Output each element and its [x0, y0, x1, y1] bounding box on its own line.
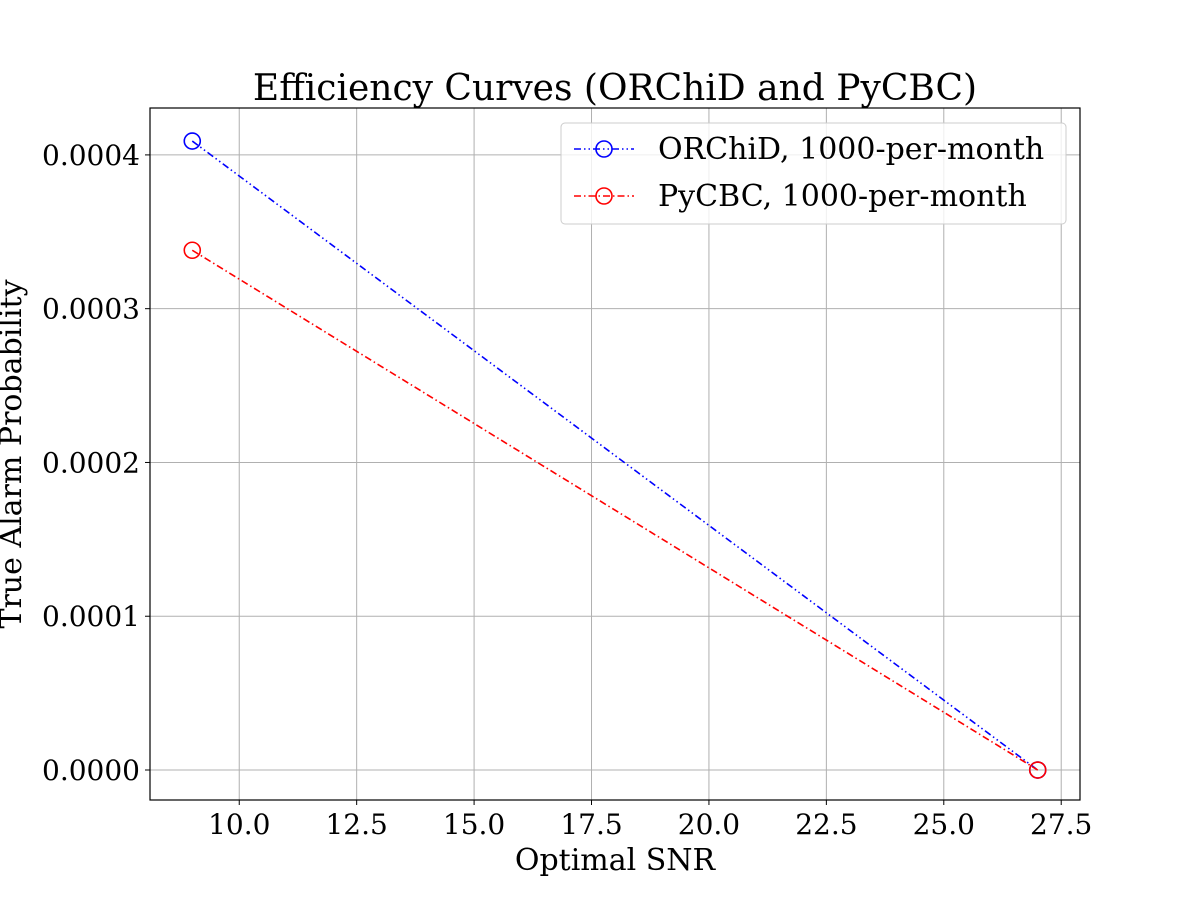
- x-tick-label: 20.0: [678, 808, 740, 841]
- x-tick-label: 27.5: [1030, 808, 1092, 841]
- series-pycbc: [183, 241, 1047, 779]
- series-layer: [183, 132, 1047, 779]
- data-point: [183, 241, 202, 260]
- legend-label: PyCBC, 1000-per-month: [658, 179, 1027, 214]
- y-tick-label: 0.0001: [42, 600, 140, 633]
- legend-entry: PyCBC, 1000-per-month: [574, 179, 1027, 214]
- x-tick-label: 25.0: [913, 808, 975, 841]
- y-axis-label: True Alarm Probability: [0, 279, 29, 628]
- series-line: [191, 249, 1039, 771]
- data-point: [1028, 761, 1047, 779]
- legend-box: [560, 122, 1067, 225]
- legend-entries: ORChiD, 1000-per-month PyCBC, 1000-per-mo…: [574, 132, 1044, 214]
- data-point: [183, 132, 202, 150]
- legend-entry: ORChiD, 1000-per-month: [574, 132, 1044, 167]
- x-tick-label: 22.5: [795, 808, 857, 841]
- legend: ORChiD, 1000-per-month PyCBC, 1000-per-mo…: [560, 122, 1067, 225]
- x-tick-label: 17.5: [560, 808, 622, 841]
- legend-marker: [595, 187, 613, 205]
- legend-label: ORChiD, 1000-per-month: [658, 132, 1044, 167]
- plot-area-frame: [149, 107, 1081, 801]
- series-line: [191, 140, 1039, 771]
- y-tick-label: 0.0002: [42, 446, 140, 479]
- y-tick-label: 0.0003: [42, 293, 140, 326]
- x-axis-ticks: 10.0 12.5 15.0 17.5 20.0 22.5 25.0 27.5: [208, 800, 1092, 841]
- y-axis-ticks: 0.0000 0.0001 0.0002 0.0003 0.0004: [42, 139, 150, 787]
- x-tick-label: 12.5: [325, 808, 387, 841]
- y-tick-label: 0.0004: [42, 139, 140, 172]
- x-axis-label: Optimal SNR: [515, 843, 717, 878]
- x-tick-label: 10.0: [208, 808, 270, 841]
- y-tick-label: 0.0000: [42, 754, 140, 787]
- chart-title: Efficiency Curves (ORChiD and PyCBC): [253, 68, 977, 109]
- legend-marker: [595, 140, 613, 158]
- x-tick-label: 15.0: [443, 808, 505, 841]
